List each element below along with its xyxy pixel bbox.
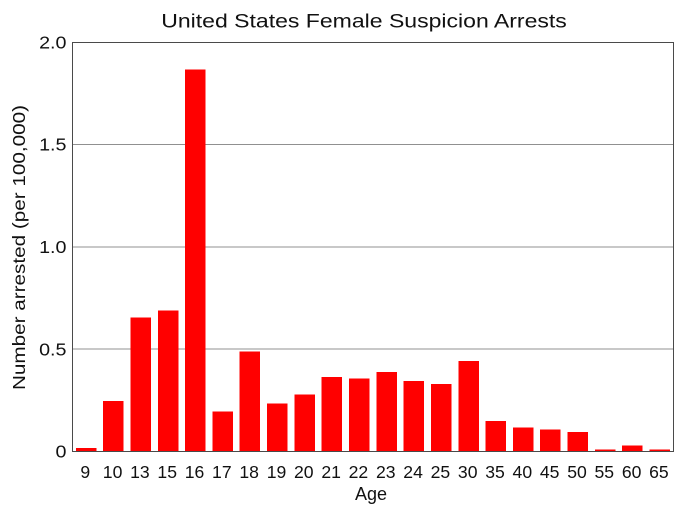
svg-text:9: 9 — [80, 462, 90, 482]
svg-text:15: 15 — [157, 462, 177, 482]
svg-text:50: 50 — [567, 462, 587, 482]
svg-text:55: 55 — [595, 462, 615, 482]
svg-text:10: 10 — [103, 462, 123, 482]
svg-text:35: 35 — [485, 462, 505, 482]
svg-text:23: 23 — [376, 462, 396, 482]
svg-text:19: 19 — [267, 462, 287, 482]
svg-text:16: 16 — [185, 462, 205, 482]
svg-text:Number arrested (per 100,000): Number arrested (per 100,000) — [9, 105, 29, 390]
svg-text:0.5: 0.5 — [39, 339, 66, 359]
svg-text:0: 0 — [56, 442, 67, 462]
svg-text:2.0: 2.0 — [39, 32, 66, 52]
svg-text:30: 30 — [458, 462, 478, 482]
svg-text:1.0: 1.0 — [39, 237, 66, 257]
svg-text:13: 13 — [130, 462, 150, 482]
svg-text:25: 25 — [431, 462, 451, 482]
svg-text:Age: Age — [355, 484, 387, 504]
svg-text:40: 40 — [513, 462, 533, 482]
svg-text:45: 45 — [540, 462, 560, 482]
svg-text:17: 17 — [212, 462, 232, 482]
svg-text:United States Female Suspicion: United States Female Suspicion Arrests — [161, 11, 567, 32]
svg-text:18: 18 — [239, 462, 259, 482]
svg-text:21: 21 — [321, 462, 341, 482]
svg-text:65: 65 — [649, 462, 669, 482]
svg-text:20: 20 — [294, 462, 314, 482]
svg-text:60: 60 — [622, 462, 642, 482]
svg-text:1.5: 1.5 — [39, 135, 66, 155]
svg-text:22: 22 — [349, 462, 369, 482]
svg-text:24: 24 — [403, 462, 423, 482]
